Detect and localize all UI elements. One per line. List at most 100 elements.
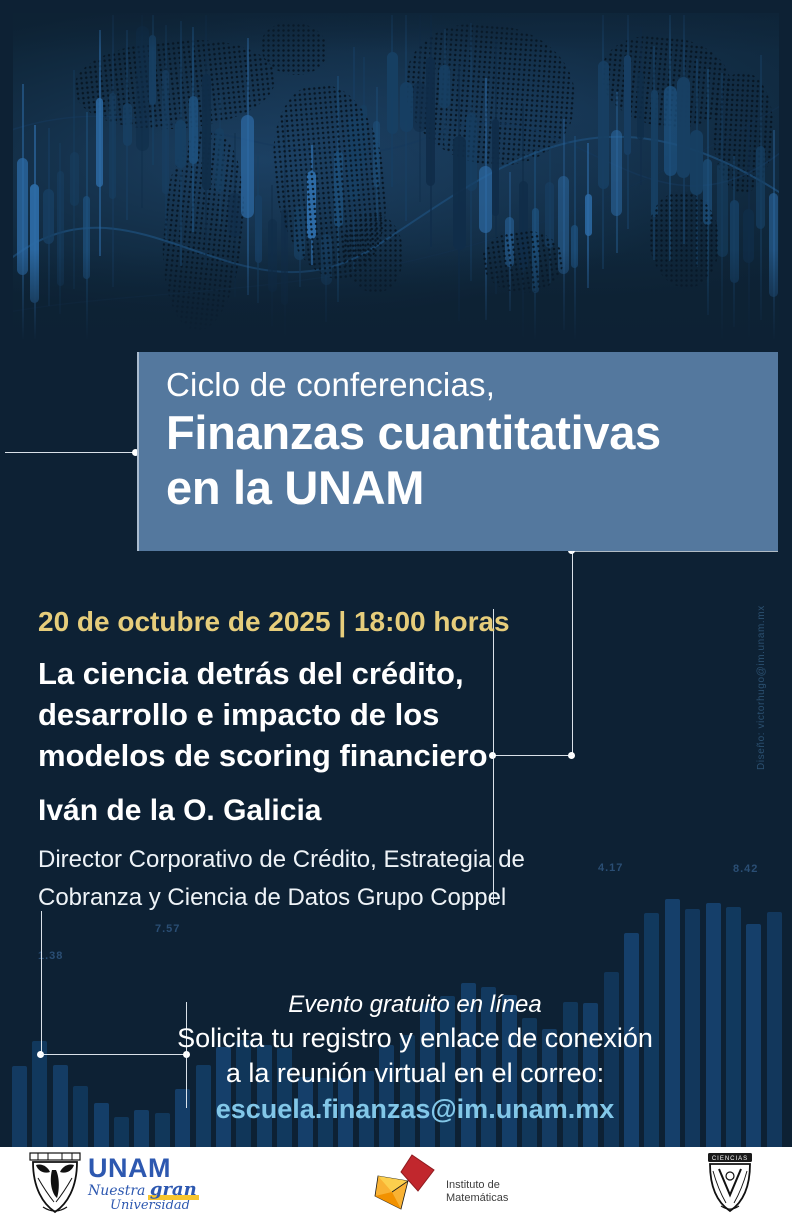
connector-line <box>572 550 778 552</box>
ciencias-crest-icon: CIENCIAS <box>708 1153 752 1213</box>
bar <box>379 1045 395 1147</box>
bar <box>256 1045 272 1147</box>
candlestick-body <box>43 189 55 245</box>
bar <box>52 1065 68 1147</box>
bar <box>726 907 741 1147</box>
candlestick-body <box>281 208 288 305</box>
bar <box>746 924 762 1147</box>
bar <box>114 1117 129 1147</box>
candlestick-body <box>650 90 658 217</box>
candlestick-body <box>465 113 477 192</box>
candlestick-body <box>241 114 255 219</box>
design-credit: Diseño: victorhugo@im.unam.mx <box>756 605 767 770</box>
map-dots-patch <box>649 193 719 288</box>
price-label: 1.38 <box>38 950 64 962</box>
svg-text:CIENCIAS: CIENCIAS <box>712 1156 748 1162</box>
candlestick-body <box>175 120 187 168</box>
title-box: Ciclo de conferencias, Finanzas cuantita… <box>137 352 778 551</box>
candlestick-body <box>267 218 277 293</box>
footer-logo-strip: UNAM Nuestra gran Universidad Instituto … <box>0 1147 792 1224</box>
bar <box>644 913 660 1147</box>
connector-dot <box>489 752 496 759</box>
speaker-role-line: Director Corporativo de Crédito, Estrate… <box>38 846 525 873</box>
candlestick-body <box>452 136 466 250</box>
bar <box>32 1041 48 1147</box>
candlestick-body <box>558 176 570 274</box>
candlestick-body <box>56 170 64 287</box>
bar <box>358 1071 374 1147</box>
unam-logo: UNAM Nuestra gran Universidad <box>26 1150 197 1216</box>
connector-line <box>493 609 494 903</box>
candlestick-body <box>571 225 579 268</box>
bar <box>12 1066 27 1147</box>
connector-dot <box>132 449 139 456</box>
connector-line <box>41 911 42 1054</box>
registration-email[interactable]: escuela.finanzas@im.unam.mx <box>215 1094 615 1124</box>
connector-dot <box>37 1051 44 1058</box>
candlestick-body <box>69 152 79 207</box>
candlestick-body <box>518 181 528 272</box>
candlestick-body <box>83 196 90 279</box>
candlestick-body <box>584 194 592 236</box>
bar <box>338 1078 354 1147</box>
series-label: Ciclo de conferencias, <box>166 366 496 403</box>
bar <box>73 1086 89 1147</box>
candlestick-body <box>663 86 677 176</box>
speaker-role: Director Corporativo de Crédito, Estrate… <box>38 841 525 917</box>
candlestick-body <box>545 182 554 248</box>
candlestick-body <box>122 103 132 147</box>
bar <box>440 996 456 1147</box>
candlestick-body <box>201 73 211 191</box>
unam-wordmark: UNAM Nuestra gran Universidad <box>88 1153 197 1213</box>
candlestick-body <box>677 76 690 178</box>
talk-title: La ciencia detrás del crédito, desarroll… <box>38 653 488 776</box>
bar <box>705 903 721 1147</box>
connector-line <box>41 1054 187 1055</box>
bar <box>664 899 680 1147</box>
talk-title-line: desarrollo e impacto de los <box>38 697 440 732</box>
candlestick-body <box>188 95 198 164</box>
bar <box>277 1048 293 1147</box>
ciencias-logo: CIENCIAS <box>702 1151 758 1218</box>
candlestick-body <box>690 130 704 196</box>
candlestick-body <box>729 200 739 283</box>
bar <box>399 1035 415 1147</box>
im-kites-icon <box>374 1154 435 1210</box>
candlestick-body <box>109 92 117 199</box>
candlestick-body <box>637 72 645 141</box>
bar <box>216 1047 231 1147</box>
candlestick-body <box>254 195 262 264</box>
registration-line2: a la reunión virtual en el correo: <box>225 1058 605 1088</box>
poster-title-line2: en la UNAM <box>166 461 425 514</box>
unam-tagline: Nuestra gran <box>88 1179 197 1200</box>
talk-title-line: modelos de scoring financiero <box>38 738 488 773</box>
speaker-role-line: Cobranza y Ciencia de Datos Grupo Coppel <box>38 884 507 911</box>
instituto-matematicas-logo: Instituto de Matemáticas <box>372 1153 508 1213</box>
bar <box>624 933 639 1147</box>
speaker-name: Iván de la O. Galicia <box>38 794 322 827</box>
talk-title-line: La ciencia detrás del crédito, <box>38 656 464 691</box>
candlestick-body <box>162 69 170 195</box>
bar <box>93 1103 109 1147</box>
unam-crest-icon <box>29 1152 81 1214</box>
bar <box>766 912 782 1147</box>
map-dots-patch <box>343 213 403 293</box>
price-label: 8.42 <box>733 863 759 875</box>
bar <box>420 1004 435 1147</box>
bar <box>134 1110 150 1147</box>
registration-line1: Solicita tu registro y enlace de conexió… <box>177 1023 653 1053</box>
price-label: 7.57 <box>155 923 181 935</box>
free-event-note: Evento gratuito en línea <box>288 991 542 1018</box>
bar <box>562 1002 578 1147</box>
candlestick-body <box>228 192 242 238</box>
bar <box>481 987 497 1147</box>
im-wordmark: Instituto de Matemáticas <box>446 1179 509 1204</box>
candlestick-body <box>716 162 728 257</box>
candlestick-body <box>597 61 609 189</box>
candlestick-body <box>769 193 779 298</box>
bar <box>297 1077 313 1147</box>
bar <box>154 1113 170 1147</box>
connector-line <box>493 755 573 756</box>
connector-line <box>186 1002 187 1108</box>
bar <box>501 995 517 1147</box>
